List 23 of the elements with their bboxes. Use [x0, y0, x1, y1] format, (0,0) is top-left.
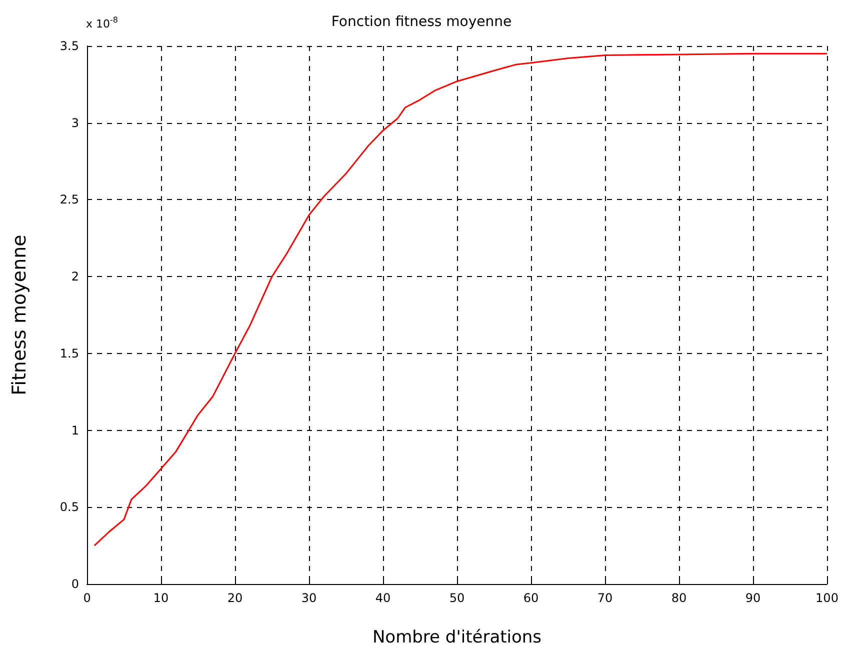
x-tick-label: 20 [227, 591, 243, 605]
y-tick-label: 3 [71, 116, 79, 130]
y-axis-title: Fitness moyenne [8, 234, 30, 396]
y-tick-label: 3.5 [60, 39, 79, 53]
x-tick-label: 70 [597, 591, 613, 605]
x-tick-label: 0 [83, 591, 91, 605]
x-axis-title: Nombre d'itérations [372, 628, 542, 648]
x-tick-label: 90 [745, 591, 761, 605]
chart-title: Fonction fitness moyenne [331, 14, 512, 30]
x-tick-label: 80 [671, 591, 687, 605]
x-tick-label: 40 [375, 591, 391, 605]
x-tick-label: 60 [523, 591, 539, 605]
line-series [94, 52, 828, 546]
y-tick-label: 1 [71, 423, 79, 438]
y-tick-label: 2.5 [60, 192, 79, 207]
y-tick-label: 0.5 [60, 500, 79, 514]
x-tick-label: 10 [153, 591, 169, 605]
y-tick-label: 1.5 [60, 346, 79, 360]
y-tick-label: 0 [71, 577, 79, 591]
x-tick-label: 50 [449, 591, 465, 605]
y-tick-label: 2 [71, 270, 79, 284]
x-tick-label: 100 [816, 591, 838, 605]
x-tick-label: 30 [301, 591, 317, 605]
